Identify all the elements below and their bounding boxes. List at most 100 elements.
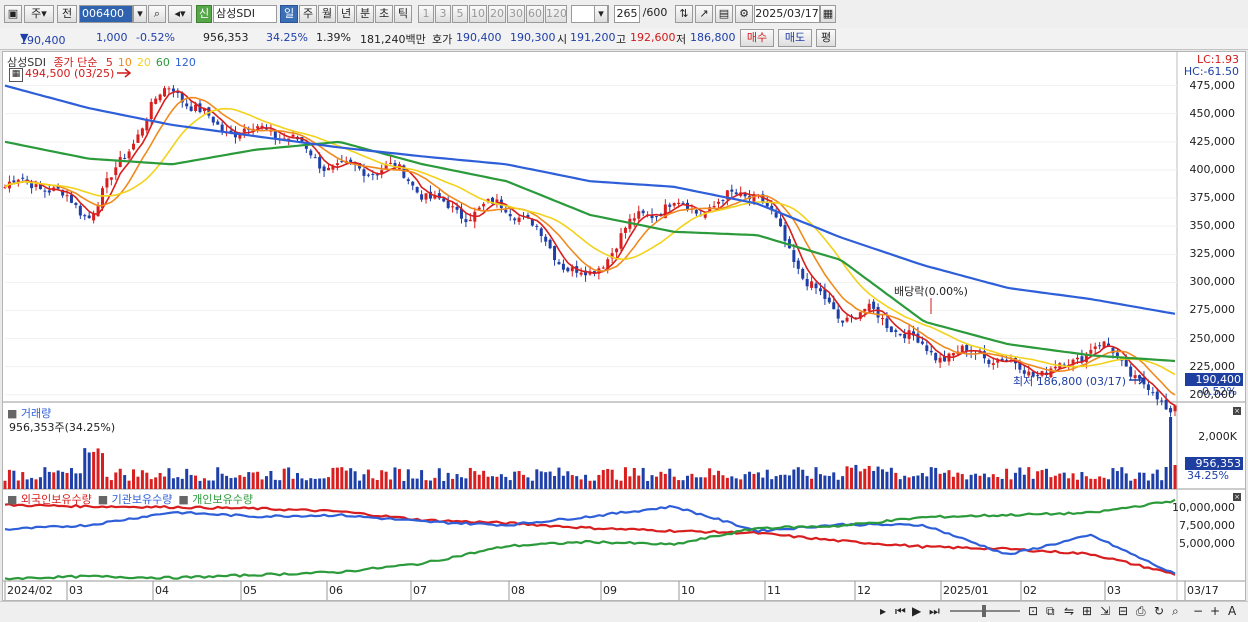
stock-code-input[interactable]: 006400 bbox=[79, 5, 133, 23]
price-y-tick: 325,000 bbox=[1189, 247, 1236, 261]
scroll-next-icon[interactable]: ⏭ bbox=[929, 604, 940, 618]
volume-bar bbox=[960, 474, 964, 489]
volume-bar bbox=[606, 468, 610, 489]
layout-icon[interactable]: ⊡ bbox=[1028, 604, 1039, 618]
split-icon[interactable]: ⊞ bbox=[1082, 604, 1093, 618]
volume-bar bbox=[344, 470, 348, 489]
fit-icon[interactable]: ⌕ bbox=[1172, 604, 1179, 618]
x-axis-label: 10 bbox=[681, 584, 695, 597]
candle-body bbox=[539, 228, 543, 237]
candle-body bbox=[1080, 356, 1084, 363]
volume-bar bbox=[1098, 476, 1102, 489]
candle-body bbox=[384, 164, 388, 170]
volume-bar bbox=[650, 475, 654, 489]
candle-body bbox=[841, 320, 845, 323]
period-button-0[interactable]: 일 bbox=[280, 5, 298, 23]
volume-bar bbox=[1049, 477, 1053, 489]
search-icon[interactable]: ⌕ bbox=[148, 5, 166, 23]
volume-bar bbox=[335, 467, 339, 489]
volume-bar bbox=[876, 466, 880, 489]
candle-body bbox=[362, 169, 366, 176]
volume-bar bbox=[202, 478, 206, 489]
candle-body bbox=[1160, 400, 1164, 402]
candle-body bbox=[451, 206, 455, 208]
interval-button-4[interactable]: 20 bbox=[488, 5, 506, 23]
eval-button[interactable]: 평 bbox=[816, 29, 836, 47]
period-button-3[interactable]: 년 bbox=[337, 5, 355, 23]
interval-button-1[interactable]: 3 bbox=[435, 5, 451, 23]
auto-scale-icon[interactable]: A bbox=[1228, 604, 1237, 618]
volume-bar bbox=[517, 471, 521, 489]
calendar-icon[interactable]: ▦ bbox=[820, 5, 836, 23]
chart-canvas[interactable] bbox=[3, 52, 1245, 600]
volume-bar bbox=[260, 479, 264, 489]
period-button-2[interactable]: 월 bbox=[318, 5, 336, 23]
chart-area[interactable]: 삼성SDI 종가 단순 5 10 20 60 120 ▦ 494,500 (03/25)… bbox=[2, 51, 1246, 601]
candle-body bbox=[508, 213, 512, 217]
grid-icon[interactable]: ⊟ bbox=[1118, 604, 1129, 618]
sell-button[interactable]: 매도 bbox=[778, 29, 812, 47]
volume-bar bbox=[189, 474, 193, 489]
period-button-1[interactable]: 주 bbox=[299, 5, 317, 23]
prev-button[interactable]: 전 bbox=[57, 5, 77, 23]
current-price-pct: -0.52% bbox=[1198, 385, 1237, 398]
candle-body bbox=[677, 202, 681, 205]
indicator-icon[interactable]: ⇅ bbox=[675, 5, 693, 23]
draw-tool-icon[interactable]: ↗ bbox=[695, 5, 713, 23]
interval-button-3[interactable]: 10 bbox=[469, 5, 487, 23]
date-input[interactable]: 2025/03/17 bbox=[754, 5, 820, 23]
candle-body bbox=[189, 106, 193, 111]
zoom-slider-thumb[interactable] bbox=[982, 605, 986, 617]
interval-dropdown-icon[interactable]: ▾ bbox=[594, 5, 608, 23]
scroll-play-icon[interactable]: ▶ bbox=[912, 604, 922, 618]
volume-bar bbox=[663, 473, 667, 489]
gear-icon[interactable]: ⚙ bbox=[735, 5, 753, 23]
volume-bar bbox=[296, 473, 299, 489]
calendar-small-icon[interactable]: ▦ bbox=[9, 68, 23, 82]
scroll-right-icon[interactable]: ▸ bbox=[880, 604, 887, 618]
refresh-icon[interactable]: ↻ bbox=[1154, 604, 1165, 618]
export-icon[interactable]: ⇲ bbox=[1100, 604, 1111, 618]
window-menu-icon[interactable]: ▣ bbox=[4, 5, 22, 23]
pane-close-icon-2[interactable]: × bbox=[1233, 493, 1241, 501]
volume-bar bbox=[672, 476, 676, 489]
interval-button-2[interactable]: 5 bbox=[452, 5, 468, 23]
volume-bar bbox=[375, 479, 379, 489]
interval-button-5[interactable]: 30 bbox=[507, 5, 525, 23]
period-button-6[interactable]: 틱 bbox=[394, 5, 412, 23]
candle-body bbox=[149, 102, 153, 120]
print-icon[interactable]: ⎙ bbox=[1136, 604, 1146, 618]
volume-bar bbox=[863, 468, 867, 489]
x-axis-label: 2024/02 bbox=[7, 584, 53, 597]
volume-bar bbox=[291, 478, 295, 489]
candle-body bbox=[606, 259, 610, 270]
bar-count-input[interactable]: 265 bbox=[614, 5, 640, 23]
stock-type-select[interactable]: 주▾ bbox=[24, 5, 54, 23]
period-button-4[interactable]: 분 bbox=[356, 5, 374, 23]
candle-body bbox=[872, 301, 876, 309]
copy-icon[interactable]: ⧉ bbox=[1046, 604, 1055, 618]
volume-bar bbox=[774, 476, 778, 489]
volume-bar bbox=[1067, 478, 1071, 489]
code-dropdown-icon[interactable]: ▾ bbox=[133, 5, 147, 23]
save-icon[interactable]: ▤ bbox=[715, 5, 733, 23]
candle-body bbox=[1111, 347, 1115, 354]
candle-body bbox=[34, 184, 38, 188]
interval-button-0[interactable]: 1 bbox=[418, 5, 434, 23]
toggle-icon[interactable]: ⇋ bbox=[1064, 604, 1075, 618]
scroll-prev-icon[interactable]: ⏮ bbox=[895, 604, 906, 618]
interval-button-6[interactable]: 60 bbox=[526, 5, 544, 23]
buy-button[interactable]: 매수 bbox=[740, 29, 774, 47]
candle-body bbox=[260, 125, 264, 129]
pane-close-icon[interactable]: × bbox=[1233, 407, 1241, 415]
volume-bar bbox=[318, 478, 322, 489]
volume-bar bbox=[796, 467, 800, 489]
zoom-in-icon[interactable]: + bbox=[1210, 604, 1221, 618]
volume-bar bbox=[331, 467, 335, 489]
zoom-out-icon[interactable]: − bbox=[1193, 604, 1204, 618]
interval-button-7[interactable]: 120 bbox=[545, 5, 567, 23]
period-button-5[interactable]: 초 bbox=[375, 5, 393, 23]
sound-icon[interactable]: ◂▾ bbox=[168, 5, 192, 23]
candle-body bbox=[752, 194, 756, 202]
volume-bar bbox=[1089, 478, 1093, 489]
